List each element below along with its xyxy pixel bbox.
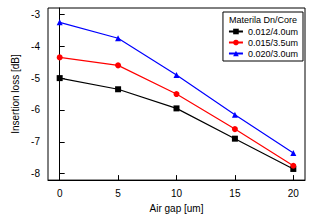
svg-text:5: 5	[115, 188, 121, 199]
svg-text:-3: -3	[31, 9, 40, 20]
svg-text:0.020/3.0um: 0.020/3.0um	[248, 49, 298, 59]
svg-text:Air gap [um]: Air gap [um]	[150, 203, 204, 214]
svg-text:0.015/3.5um: 0.015/3.5um	[248, 38, 298, 48]
svg-text:10: 10	[171, 188, 183, 199]
svg-text:-8: -8	[31, 168, 40, 179]
svg-text:15: 15	[229, 188, 241, 199]
svg-text:0: 0	[57, 188, 63, 199]
svg-text:-6: -6	[31, 104, 40, 115]
svg-text:20: 20	[288, 188, 300, 199]
svg-text:Materila Dn/Core: Materila Dn/Core	[229, 15, 297, 25]
svg-text:Insertion loss [dB]: Insertion loss [dB]	[10, 54, 21, 134]
svg-text:-7: -7	[31, 136, 40, 147]
svg-text:-5: -5	[31, 73, 40, 84]
svg-text:0.012/4.0um: 0.012/4.0um	[248, 27, 298, 37]
svg-text:-4: -4	[31, 41, 40, 52]
